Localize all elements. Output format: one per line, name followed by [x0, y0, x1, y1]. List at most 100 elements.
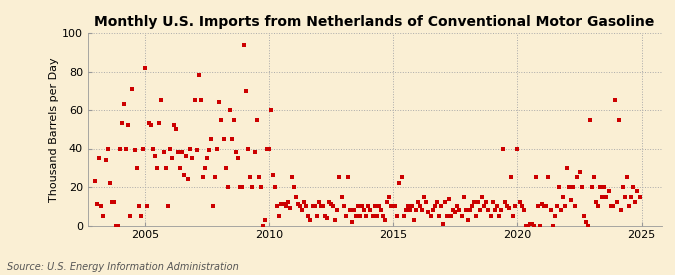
Point [624, 204, 634, 208]
Point [212, 146, 223, 151]
Point [200, 166, 211, 170]
Point [373, 204, 384, 208]
Point [352, 204, 363, 208]
Point [357, 204, 368, 208]
Point [156, 98, 167, 103]
Point [520, 223, 531, 228]
Point [195, 98, 206, 103]
Point [412, 200, 423, 205]
Point [475, 208, 485, 212]
Point [321, 216, 332, 220]
Point [472, 200, 483, 205]
Point [564, 185, 574, 189]
Point [599, 185, 610, 189]
Point [446, 214, 456, 218]
Point [340, 214, 351, 218]
Point [181, 154, 192, 158]
Point [512, 146, 523, 151]
Point [123, 123, 134, 128]
Point [268, 173, 279, 178]
Point [187, 156, 198, 160]
Point [191, 148, 202, 153]
Point [605, 204, 616, 208]
Point [290, 194, 301, 199]
Point [522, 223, 533, 228]
Point [293, 202, 304, 207]
Point [450, 210, 461, 214]
Point [311, 214, 322, 218]
Point [578, 214, 589, 218]
Point [158, 150, 169, 155]
Point [301, 204, 312, 208]
Point [410, 208, 421, 212]
Point [616, 208, 626, 212]
Point [175, 166, 186, 170]
Point [324, 200, 335, 205]
Point [359, 208, 370, 212]
Point [307, 204, 318, 208]
Point [580, 219, 591, 224]
Point [303, 214, 314, 218]
Point [608, 204, 618, 208]
Point [305, 218, 316, 222]
Point [510, 204, 521, 208]
Point [630, 200, 641, 205]
Point [539, 204, 549, 208]
Point [326, 202, 337, 207]
Point [468, 200, 479, 205]
Point [485, 214, 496, 218]
Point [148, 146, 159, 151]
Point [135, 214, 146, 218]
Point [336, 194, 347, 199]
Point [508, 214, 518, 218]
Point [448, 208, 459, 212]
Point [259, 218, 270, 222]
Point [272, 204, 283, 208]
Point [365, 208, 376, 212]
Point [487, 200, 498, 205]
Point [197, 175, 208, 180]
Point [350, 214, 361, 218]
Point [377, 214, 388, 218]
Point [589, 175, 599, 180]
Point [224, 108, 235, 112]
Point [386, 204, 397, 208]
Point [572, 175, 583, 180]
Point [593, 204, 603, 208]
Point [491, 204, 502, 208]
Point [173, 150, 184, 155]
Title: Monthly U.S. Imports from Netherlands of Conventional Motor Gasoline: Monthly U.S. Imports from Netherlands of… [95, 15, 655, 29]
Point [299, 200, 310, 205]
Point [247, 185, 258, 189]
Point [464, 208, 475, 212]
Point [489, 208, 500, 212]
Point [541, 204, 552, 208]
Point [479, 204, 490, 208]
Point [233, 156, 244, 160]
Point [355, 214, 366, 218]
Point [363, 204, 374, 208]
Point [626, 194, 637, 199]
Point [206, 137, 217, 141]
Point [379, 218, 390, 222]
Point [237, 185, 248, 189]
Point [332, 208, 343, 212]
Text: Source: U.S. Energy Information Administration: Source: U.S. Energy Information Administ… [7, 262, 238, 272]
Point [537, 202, 547, 207]
Point [228, 117, 239, 122]
Point [92, 202, 103, 207]
Point [483, 208, 494, 212]
Point [295, 204, 306, 208]
Point [431, 200, 442, 205]
Point [516, 204, 527, 208]
Point [274, 214, 285, 218]
Point [439, 200, 450, 205]
Point [255, 185, 266, 189]
Point [554, 185, 564, 189]
Point [452, 204, 463, 208]
Point [603, 189, 614, 193]
Point [595, 185, 605, 189]
Point [166, 156, 177, 160]
Point [160, 166, 171, 170]
Point [367, 214, 378, 218]
